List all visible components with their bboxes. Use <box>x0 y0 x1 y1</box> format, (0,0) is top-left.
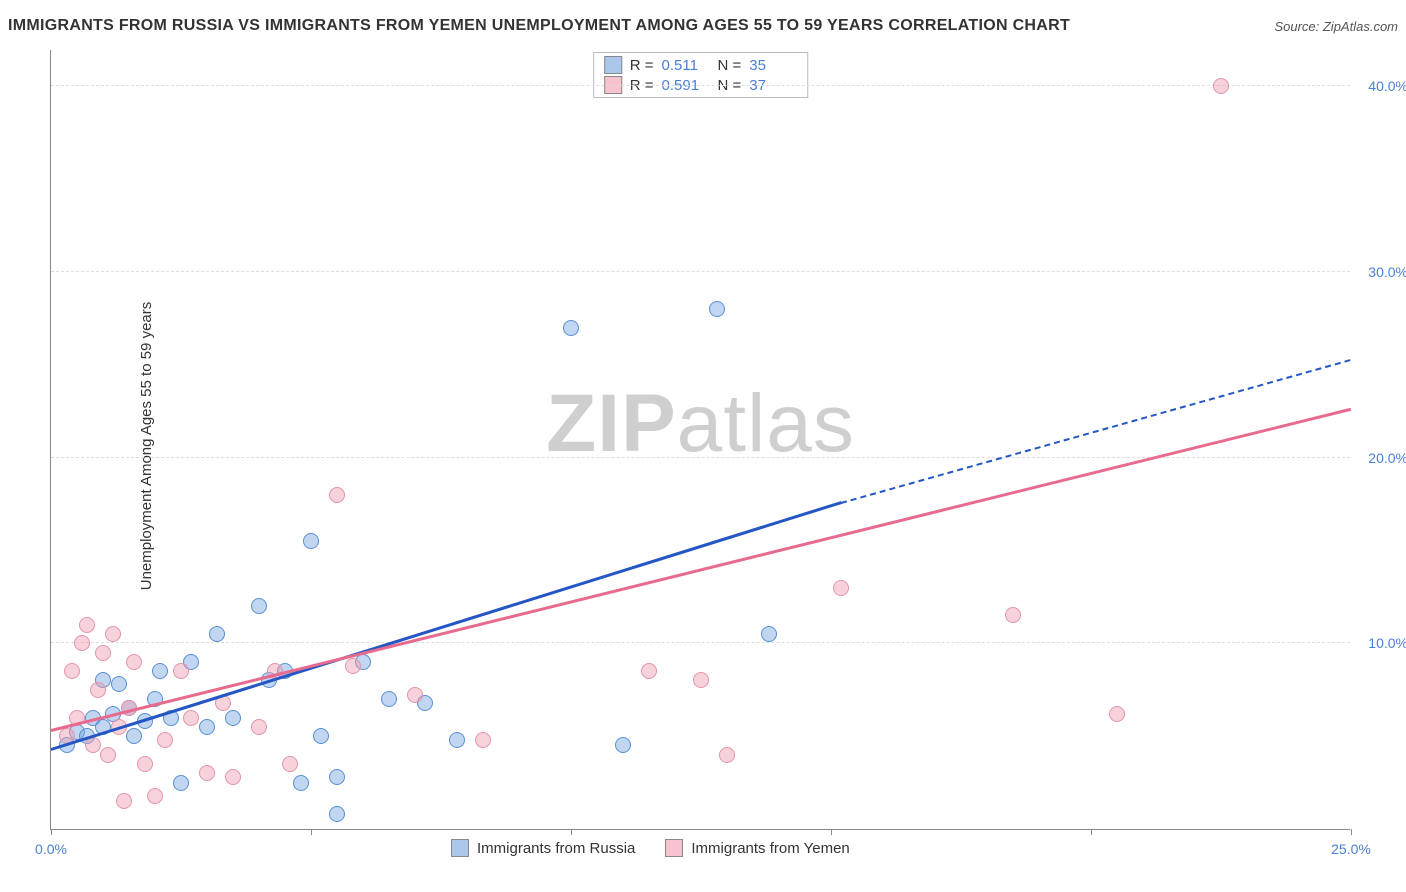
data-point-russia <box>313 728 329 744</box>
data-point-russia <box>152 663 168 679</box>
y-tick-label: 40.0% <box>1356 78 1406 94</box>
x-tick <box>571 829 572 835</box>
data-point-russia <box>225 710 241 726</box>
correlation-stats-box: R = 0.511 N = 35 R = 0.591 N = 37 <box>593 52 809 98</box>
r-value: 0.511 <box>662 57 710 74</box>
data-point-yemen <box>199 765 215 781</box>
data-point-yemen <box>225 769 241 785</box>
data-point-yemen <box>251 719 267 735</box>
data-point-yemen <box>719 747 735 763</box>
r-label: R = <box>630 57 654 74</box>
legend-label: Immigrants from Russia <box>477 840 635 857</box>
regression-line-russia <box>51 501 842 751</box>
data-point-yemen <box>64 663 80 679</box>
data-point-russia <box>329 769 345 785</box>
data-point-yemen <box>693 672 709 688</box>
data-point-russia <box>381 691 397 707</box>
data-point-yemen <box>1213 78 1229 94</box>
data-point-russia <box>563 320 579 336</box>
data-point-yemen <box>173 663 189 679</box>
gridline <box>51 271 1350 272</box>
x-tick-label: 0.0% <box>35 841 67 857</box>
source-attribution: Source: ZipAtlas.com <box>1274 19 1398 34</box>
chart-title: IMMIGRANTS FROM RUSSIA VS IMMIGRANTS FRO… <box>8 17 1070 35</box>
data-point-russia <box>126 728 142 744</box>
data-point-yemen <box>90 682 106 698</box>
data-point-russia <box>209 626 225 642</box>
data-point-russia <box>329 806 345 822</box>
data-point-yemen <box>833 580 849 596</box>
series-legend: Immigrants from Russia Immigrants from Y… <box>451 839 850 857</box>
data-point-yemen <box>79 617 95 633</box>
data-point-yemen <box>126 654 142 670</box>
data-point-yemen <box>329 487 345 503</box>
scatter-plot: ZIPatlas R = 0.511 N = 35 R = 0.591 N = … <box>50 50 1350 830</box>
data-point-yemen <box>100 747 116 763</box>
legend-item-yemen: Immigrants from Yemen <box>665 839 849 857</box>
data-point-yemen <box>475 732 491 748</box>
legend-item-russia: Immigrants from Russia <box>451 839 635 857</box>
data-point-yemen <box>157 732 173 748</box>
x-tick <box>311 829 312 835</box>
data-point-yemen <box>105 626 121 642</box>
n-label: N = <box>718 57 742 74</box>
x-tick <box>1351 829 1352 835</box>
x-tick <box>831 829 832 835</box>
stats-row-russia: R = 0.511 N = 35 <box>594 55 808 75</box>
data-point-yemen <box>1109 706 1125 722</box>
data-point-russia <box>173 775 189 791</box>
y-tick-label: 30.0% <box>1356 264 1406 280</box>
data-point-yemen <box>95 645 111 661</box>
data-point-yemen <box>147 788 163 804</box>
data-point-yemen <box>85 737 101 753</box>
data-point-russia <box>293 775 309 791</box>
y-tick-label: 10.0% <box>1356 635 1406 651</box>
x-tick-label: 25.0% <box>1331 841 1371 857</box>
gridline <box>51 642 1350 643</box>
data-point-russia <box>449 732 465 748</box>
data-point-russia <box>111 676 127 692</box>
chart-header: IMMIGRANTS FROM RUSSIA VS IMMIGRANTS FRO… <box>8 10 1398 42</box>
data-point-yemen <box>137 756 153 772</box>
data-point-russia <box>251 598 267 614</box>
data-point-yemen <box>1005 607 1021 623</box>
data-point-yemen <box>282 756 298 772</box>
swatch-blue-icon <box>604 56 622 74</box>
legend-label: Immigrants from Yemen <box>691 840 849 857</box>
x-tick <box>1091 829 1092 835</box>
data-point-russia <box>303 533 319 549</box>
swatch-blue-icon <box>451 839 469 857</box>
data-point-russia <box>761 626 777 642</box>
data-point-russia <box>199 719 215 735</box>
data-point-yemen <box>74 635 90 651</box>
data-point-yemen <box>641 663 657 679</box>
swatch-pink-icon <box>665 839 683 857</box>
data-point-yemen <box>345 658 361 674</box>
data-point-yemen <box>407 687 423 703</box>
regression-line-russia-extrapolated <box>841 359 1351 504</box>
y-tick-label: 20.0% <box>1356 450 1406 466</box>
data-point-russia <box>615 737 631 753</box>
data-point-russia <box>709 301 725 317</box>
x-tick <box>51 829 52 835</box>
n-value: 35 <box>749 57 797 74</box>
data-point-yemen <box>116 793 132 809</box>
data-point-yemen <box>183 710 199 726</box>
gridline <box>51 85 1350 86</box>
